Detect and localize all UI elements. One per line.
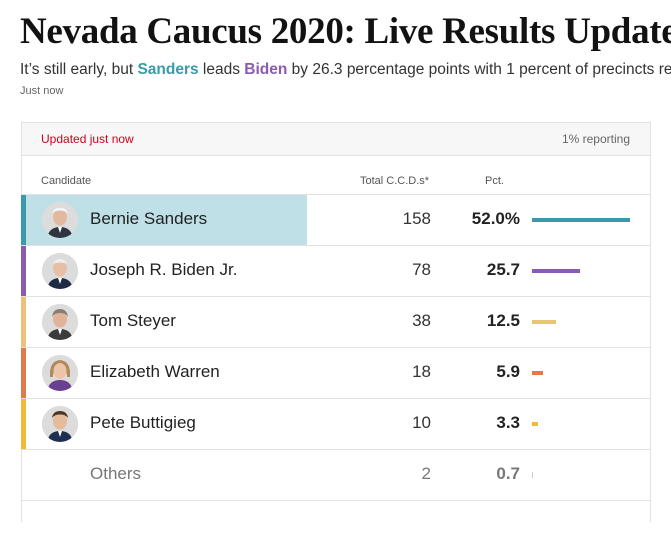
- candidate-row: Joseph R. Biden Jr. 78 25.7: [21, 246, 650, 297]
- others-share-bar: [532, 472, 533, 478]
- candidate-name: Bernie Sanders: [90, 209, 208, 228]
- candidate-pct: 5.9: [496, 362, 520, 381]
- others-row: Others 2 0.7: [22, 450, 650, 501]
- candidate-color-stripe: [21, 297, 26, 347]
- steyer-avatar: [42, 304, 78, 340]
- summary-prefix: It’s still early, but: [20, 61, 138, 78]
- updated-status: Updated just now: [41, 132, 134, 146]
- candidate-share-bar: [532, 269, 580, 273]
- reporting-status: 1% reporting: [561, 132, 630, 146]
- summary-middle: leads: [198, 61, 245, 78]
- candidate-row: Elizabeth Warren 18 5.9: [21, 348, 650, 399]
- candidate-pct: 3.3: [496, 413, 520, 432]
- warren-avatar: [42, 355, 78, 391]
- candidate-name: Tom Steyer: [90, 311, 176, 330]
- results-table: Updated just now 1% reporting Candidate …: [21, 122, 651, 522]
- candidate-total: 158: [402, 209, 431, 228]
- others-total: 2: [421, 464, 431, 483]
- candidate-color-stripe: [21, 195, 26, 245]
- candidate-color-stripe: [21, 399, 26, 449]
- candidate-share-bar: [532, 218, 630, 222]
- candidate-row: Pete Buttigieg 10 3.3: [21, 399, 650, 450]
- results-status-bar: Updated just now 1% reporting: [22, 123, 650, 156]
- candidate-pct: 25.7: [486, 260, 520, 279]
- candidate-total: 38: [412, 311, 431, 330]
- others-pct: 0.7: [496, 464, 520, 483]
- results-summary: It’s still early, but Sanders leads Bide…: [20, 61, 671, 79]
- candidate-name: Joseph R. Biden Jr.: [90, 260, 238, 279]
- candidate-color-stripe: [21, 348, 26, 398]
- candidate-name: Pete Buttigieg: [90, 413, 196, 432]
- others-name: Others: [90, 464, 142, 483]
- candidate-share-bar: [532, 371, 543, 375]
- results-header-row: Candidate Total C.C.D.s* Pct.: [22, 156, 650, 195]
- candidate-color-stripe: [21, 246, 26, 296]
- candidate-total: 18: [412, 362, 431, 381]
- page-title: Nevada Caucus 2020: Live Results Updates: [20, 11, 671, 52]
- candidate-total: 10: [412, 413, 431, 432]
- table-footer-row: [22, 501, 650, 551]
- buttigieg-avatar: [42, 406, 78, 442]
- header-candidate: Candidate: [41, 175, 92, 187]
- summary-suffix: by 26.3 percentage points with 1 percent…: [291, 61, 671, 78]
- candidate-share-bar: [532, 320, 556, 324]
- summary-leader-name: Sanders: [137, 61, 199, 78]
- header-total: Total C.C.D.s*: [360, 175, 430, 187]
- biden-avatar: [42, 253, 78, 289]
- candidate-name: Elizabeth Warren: [90, 362, 220, 381]
- header-pct: Pct.: [485, 175, 504, 187]
- candidate-row: Bernie Sanders 158 52.0%: [21, 195, 650, 246]
- summary-runner-up-name: Biden: [244, 61, 288, 78]
- sanders-avatar: [42, 202, 78, 238]
- candidate-row: Tom Steyer 38 12.5: [21, 297, 650, 348]
- candidate-pct: 52.0%: [471, 209, 520, 228]
- timestamp: Just now: [20, 85, 64, 97]
- candidate-share-bar: [532, 422, 538, 426]
- candidate-total: 78: [412, 260, 431, 279]
- candidate-pct: 12.5: [486, 311, 520, 330]
